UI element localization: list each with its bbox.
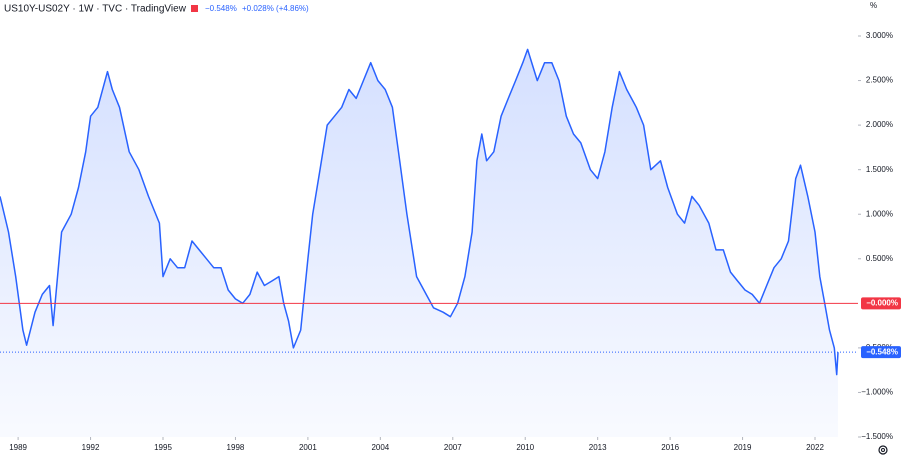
last-value-label: −0.548%: [866, 347, 898, 356]
x-tick-label: 2019: [734, 443, 752, 452]
legend-value: −0.548%: [205, 4, 237, 13]
y-tick-label: −1.500%: [861, 432, 893, 441]
axis-unit: %: [870, 1, 877, 10]
last-value-box: [861, 346, 901, 359]
x-tick-label: 2022: [806, 443, 824, 452]
settings-icon[interactable]: [878, 445, 888, 455]
zero-label: −0.000%: [866, 298, 898, 307]
x-tick-label: 1995: [154, 443, 172, 452]
legend-change: +0.028% (+4.86%): [242, 4, 309, 13]
plot-area: [0, 48, 839, 438]
legend-icon: [191, 5, 198, 12]
y-tick-label: 1.000%: [866, 209, 893, 218]
y-tick-label: 3.000%: [866, 31, 893, 40]
x-tick-label: 2010: [516, 443, 534, 452]
y-tick-label: 2.500%: [866, 76, 893, 85]
x-tick-label: 2001: [299, 443, 317, 452]
x-tick-label: 2013: [589, 443, 607, 452]
y-tick-label: 1.500%: [866, 165, 893, 174]
x-tick-label: 1998: [227, 443, 245, 452]
line: [0, 48, 839, 376]
x-tick-label: 2007: [444, 443, 462, 452]
area-fill: [0, 49, 838, 438]
x-tick-label: 2016: [661, 443, 679, 452]
y-tick-label: −1.000%: [861, 388, 893, 397]
y-tick-label: 0.500%: [866, 254, 893, 263]
x-tick-label: 1992: [82, 443, 100, 452]
zero-label-box: [861, 297, 901, 310]
x-tick-label: 1989: [9, 443, 27, 452]
x-tick-label: 2004: [371, 443, 389, 452]
y-tick-label: 2.000%: [866, 120, 893, 129]
chart-title: US10Y-US02Y · 1W · TVC · TradingView: [4, 4, 187, 15]
